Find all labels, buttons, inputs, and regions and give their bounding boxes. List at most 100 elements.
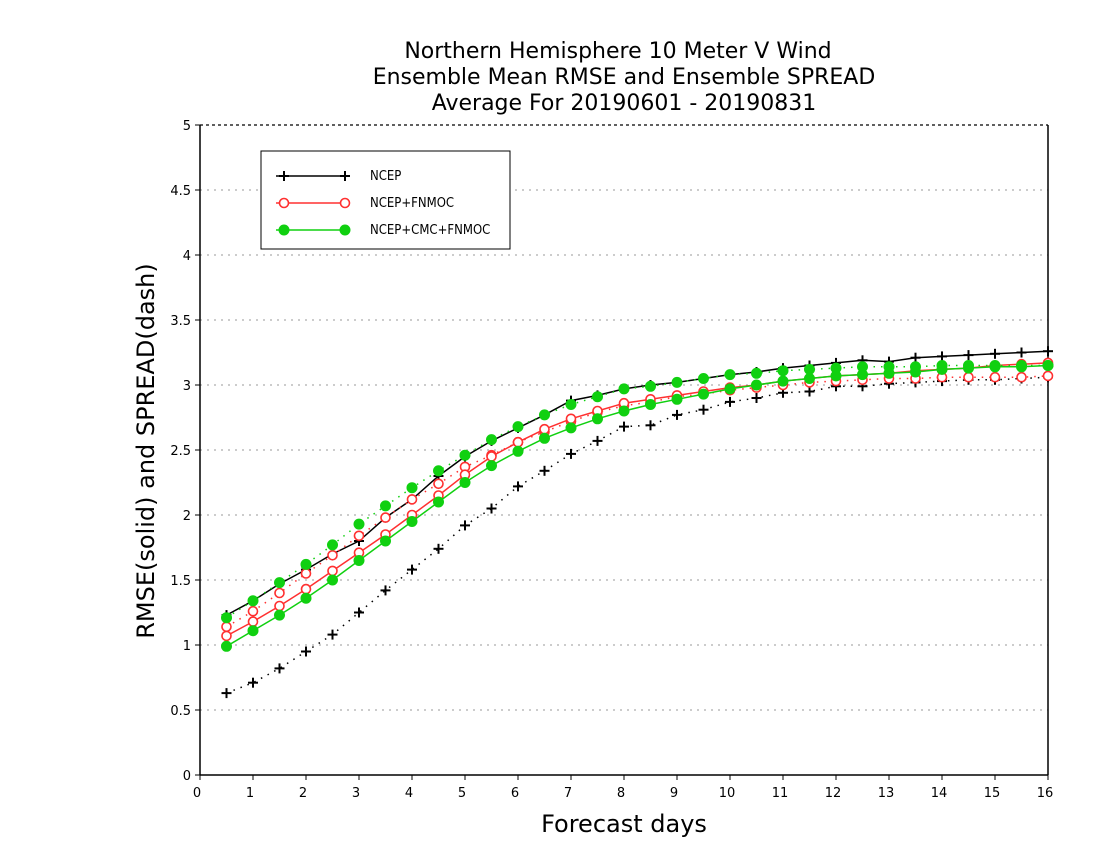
y-tick-label-5: 2.5	[170, 444, 191, 459]
series-0-rmse-point-27	[937, 351, 947, 362]
series-2-spread-point-13	[565, 399, 577, 410]
x-tick-label-14: 14	[931, 786, 948, 801]
series-0-spread-point-10	[486, 503, 497, 514]
x-tick-label-15: 15	[984, 786, 1001, 801]
series-0-rmse-point-31	[1043, 346, 1053, 357]
series-2-rmse-point-9	[459, 477, 471, 488]
series-0-spread-point-22	[804, 386, 815, 397]
series-1-rmse-point-1	[247, 616, 259, 627]
series-2-rmse-point-14	[592, 413, 603, 425]
series-0-spread-point-14	[592, 435, 603, 446]
series-2-spread-point-14	[592, 391, 603, 403]
axes: 00.511.522.533.544.550 1 2 3 4 5 6 7 8 9 10 11 12 13 1…	[170, 119, 1053, 801]
series-0-spread-point-12	[539, 465, 550, 476]
series-2-spread-point-4	[327, 539, 338, 551]
legend-marker-left-1	[278, 197, 290, 209]
series-2-spread-point-9	[459, 449, 471, 461]
series-2-rmse-point-28	[963, 362, 974, 374]
legend-item-1: NCEP+FNMOC	[276, 196, 454, 211]
series-2-rmse-point-31	[1042, 360, 1054, 371]
series-0-spread-point-0	[221, 688, 232, 699]
series-2-spread-point-19	[724, 369, 736, 381]
series-2-rmse-point-22	[804, 373, 815, 384]
series-1-spread-point-8	[433, 478, 444, 490]
series-1-rmse-point-2	[274, 600, 285, 612]
legend-box	[260, 150, 511, 250]
series-2-rmse-point-7	[406, 516, 418, 527]
series-2-spread-point-11	[512, 421, 524, 433]
legend-marker-right-2	[339, 224, 351, 236]
series-2-rmse-point-21	[777, 375, 789, 387]
series-2-rmse-point-0	[221, 640, 232, 652]
x-tick-label-0: 0	[193, 786, 201, 801]
series-2-rmse-point-18	[698, 388, 709, 400]
legend: NCEP NCEP+FNMOC NCEP+CMC+FNMOC	[260, 150, 511, 250]
series-1-spread-point-0	[221, 621, 232, 633]
series-1-rmse-point-0	[221, 630, 232, 642]
series-0-spread-point-16	[645, 420, 656, 431]
series-2-rmse-point-2	[274, 609, 285, 621]
series-2-spread-point-8	[433, 465, 444, 477]
series-2-spread-point-1	[247, 595, 259, 607]
legend-marker-right-1	[339, 197, 351, 209]
series-2-rmse-point-13	[565, 422, 577, 434]
series-2-spread-point-21	[777, 365, 789, 377]
series-0-spread-point-4	[327, 629, 338, 640]
plot-area	[221, 346, 1054, 699]
series-2-rmse-point-20	[751, 379, 762, 391]
x-tick-label-2: 2	[299, 786, 307, 801]
y-tick-label-9: 4.5	[170, 184, 191, 199]
series-0-spread-point-5	[354, 607, 364, 618]
series-0-rmse-line	[226, 350, 1049, 616]
gridlines	[200, 189, 1048, 711]
series-2-spread-point-0	[221, 612, 232, 624]
y-tick-label-3: 1.5	[170, 574, 191, 589]
series-0-spread-point-11	[513, 481, 523, 492]
series-0-spread-point-3	[301, 646, 311, 657]
series-1-rmse-line	[226, 362, 1049, 637]
series-2-rmse-point-16	[645, 399, 656, 410]
x-tick-label-1: 1	[246, 786, 254, 801]
legend-item-0: NCEP	[276, 169, 401, 184]
y-tick-label-10: 5	[183, 119, 191, 134]
x-tick-label-16: 16	[1037, 786, 1054, 801]
series-2-spread-point-5	[353, 518, 365, 530]
legend-label-2: NCEP+CMC+FNMOC	[370, 223, 490, 238]
y-tick-label-0: 0	[183, 769, 191, 784]
series-1-spread-point-1	[247, 605, 259, 617]
series-2-rmse-point-3	[300, 592, 312, 604]
series-2-spread-point-7	[406, 482, 418, 494]
x-axis-label: Forecast days	[541, 810, 707, 838]
series-2-rmse-point-11	[512, 445, 524, 457]
series-1-spread-point-28	[963, 371, 974, 383]
series-0-rmse-point-29	[990, 348, 1000, 359]
series-1-spread-point-5	[353, 530, 365, 542]
series-0-spread-point-13	[566, 448, 576, 459]
series-1-rmse-point-11	[512, 436, 524, 448]
series-1-spread-point-31	[1042, 370, 1054, 382]
legend-marker-right-0	[340, 171, 350, 181]
x-tick-label-9: 9	[670, 786, 678, 801]
series-1-spread-point-4	[327, 549, 338, 561]
x-tick-label-7: 7	[564, 786, 572, 801]
series-2-spread-point-16	[645, 380, 656, 392]
series-0-spread-point-17	[672, 409, 682, 420]
x-tick-label-3: 3	[352, 786, 360, 801]
series-1-spread-point-3	[300, 568, 312, 579]
series-0-spread-point-1	[248, 677, 258, 688]
legend-label-1: NCEP+FNMOC	[370, 196, 454, 211]
series-0-spread-point-18	[698, 404, 709, 415]
series-0-spread-point-7	[407, 564, 417, 575]
y-tick-label-6: 3	[183, 379, 191, 394]
series-2-spread-point-22	[804, 363, 815, 375]
x-tick-label-10: 10	[719, 786, 736, 801]
y-tick-label-4: 2	[183, 509, 191, 524]
series-0-spread-point-2	[274, 663, 285, 674]
series-2-spread-line	[226, 364, 1048, 619]
series-1-rmse-point-13	[565, 413, 577, 425]
series-2-rmse-line	[226, 364, 1049, 647]
series-1-spread-point-2	[274, 587, 285, 599]
series-0-spread-point-8	[433, 543, 444, 554]
x-tick-label-5: 5	[458, 786, 466, 801]
